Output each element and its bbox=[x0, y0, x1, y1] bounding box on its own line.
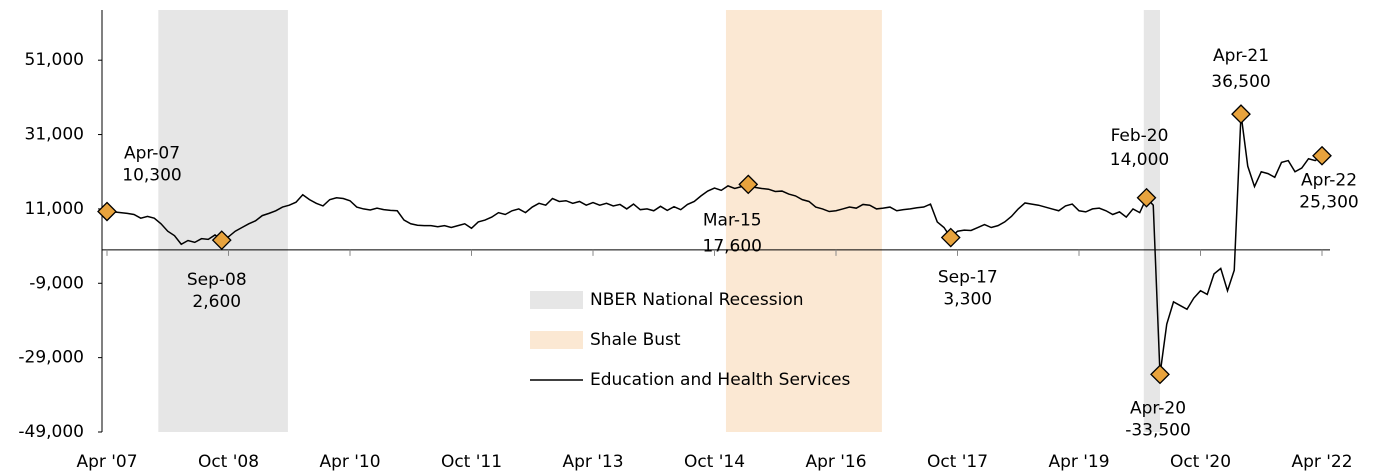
data-line bbox=[106, 114, 1323, 375]
annotation-date: Apr-22 bbox=[1301, 171, 1357, 191]
annotation-date: Apr-07 bbox=[124, 144, 180, 164]
annotation-date: Mar-15 bbox=[703, 210, 762, 230]
shaded-region bbox=[1143, 10, 1160, 432]
legend-label: Shale Bust bbox=[590, 330, 681, 350]
x-tick-label: Apr '22 bbox=[1291, 452, 1352, 472]
x-tick-label: Apr '19 bbox=[1048, 452, 1109, 472]
annotation-label: 17,600 bbox=[703, 236, 762, 256]
x-tick-label: Apr '13 bbox=[562, 452, 623, 472]
y-tick-label: -29,000 bbox=[18, 348, 84, 368]
x-tick-label: Apr '16 bbox=[805, 452, 866, 472]
x-tick-label: Oct '11 bbox=[441, 452, 502, 472]
legend-label: NBER National Recession bbox=[590, 290, 804, 310]
x-tick-label: Oct '14 bbox=[684, 452, 745, 472]
y-tick-label: 11,000 bbox=[25, 199, 84, 219]
annotation-date: Apr-21 bbox=[1213, 46, 1269, 66]
legend-label: Education and Health Services bbox=[590, 370, 850, 390]
annotation-label: 36,500 bbox=[1211, 72, 1270, 92]
shaded-region bbox=[158, 10, 288, 432]
y-tick-label: 31,000 bbox=[25, 125, 84, 145]
annotation-label: 10,300 bbox=[122, 166, 181, 186]
data-marker bbox=[940, 227, 961, 248]
x-tick-label: Oct '08 bbox=[198, 452, 259, 472]
legend-swatch bbox=[530, 331, 583, 349]
data-marker bbox=[97, 201, 117, 222]
y-tick-label: -9,000 bbox=[29, 273, 84, 293]
annotation-date: Sep-17 bbox=[938, 268, 998, 288]
x-tick-label: Oct '20 bbox=[1170, 452, 1231, 472]
annotation-label: 3,300 bbox=[943, 290, 992, 310]
data-marker bbox=[1136, 187, 1157, 208]
x-tick-label: Oct '17 bbox=[927, 452, 988, 472]
annotation-label: -33,500 bbox=[1125, 420, 1191, 440]
y-tick-label: 51,000 bbox=[25, 50, 84, 70]
annotation-label: 14,000 bbox=[1110, 150, 1169, 170]
annotation-date: Apr-20 bbox=[1130, 398, 1186, 418]
shaded-region bbox=[725, 10, 882, 432]
x-tick-label: Apr '10 bbox=[319, 452, 380, 472]
legend-swatch bbox=[530, 291, 583, 309]
data-marker bbox=[1231, 104, 1251, 125]
annotation-label: 25,300 bbox=[1299, 193, 1358, 213]
y-tick-label: -49,000 bbox=[18, 422, 84, 442]
x-tick-label: Apr '07 bbox=[76, 452, 137, 472]
data-marker bbox=[1312, 145, 1332, 166]
data-marker bbox=[211, 230, 232, 251]
annotation-date: Sep-08 bbox=[187, 270, 247, 290]
data-marker bbox=[1150, 364, 1170, 385]
annotation-label: 2,600 bbox=[192, 292, 241, 312]
data-marker bbox=[738, 174, 759, 195]
annotation-date: Feb-20 bbox=[1111, 126, 1169, 146]
